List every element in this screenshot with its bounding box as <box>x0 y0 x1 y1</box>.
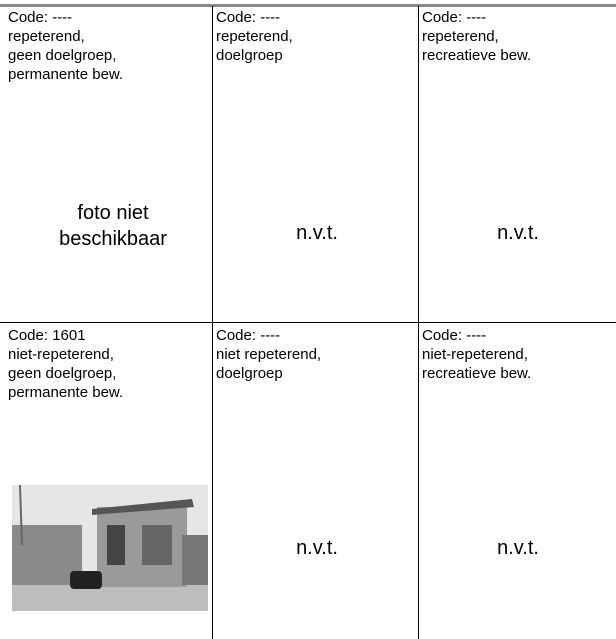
cell-description: repeterend, <box>216 28 293 45</box>
cell-description: geen doelgroep, <box>8 365 117 382</box>
cell-code: Code: ---- <box>8 9 73 26</box>
cell-description: doelgroep <box>216 47 283 64</box>
cell-code: Code: ---- <box>216 327 281 344</box>
cell-content: foto niet beschikbaar <box>59 202 167 250</box>
cell-code: Code: ---- <box>216 9 281 26</box>
cell-description: recreatieve bew. <box>422 365 532 382</box>
cell-code: Code: ---- <box>422 327 487 344</box>
cell-description: recreatieve bew. <box>422 47 532 64</box>
cell-content: n.v.t. <box>296 222 338 244</box>
cell-description: niet-repeterend, <box>422 346 528 363</box>
cell-content: n.v.t. <box>296 537 338 559</box>
cell-description: niet-repeterend, <box>8 346 114 363</box>
cell-content: n.v.t. <box>497 537 539 559</box>
row-divider <box>0 322 616 323</box>
cell-description: permanente bew. <box>8 384 124 401</box>
top-border <box>0 4 616 7</box>
cell-description: repeterend, <box>8 28 85 45</box>
cell-description: geen doelgroep, <box>8 47 117 64</box>
cell-description: repeterend, <box>422 28 499 45</box>
cell-description: niet repeterend, <box>216 346 322 363</box>
cell-code: Code: 1601 <box>8 327 86 344</box>
cell-description: permanente bew. <box>8 66 124 83</box>
building-photo <box>12 485 208 611</box>
column-divider <box>212 6 213 639</box>
column-divider <box>418 6 419 639</box>
cell-content: n.v.t. <box>497 222 539 244</box>
cell-description: doelgroep <box>216 365 283 382</box>
cell-code: Code: ---- <box>422 9 487 26</box>
